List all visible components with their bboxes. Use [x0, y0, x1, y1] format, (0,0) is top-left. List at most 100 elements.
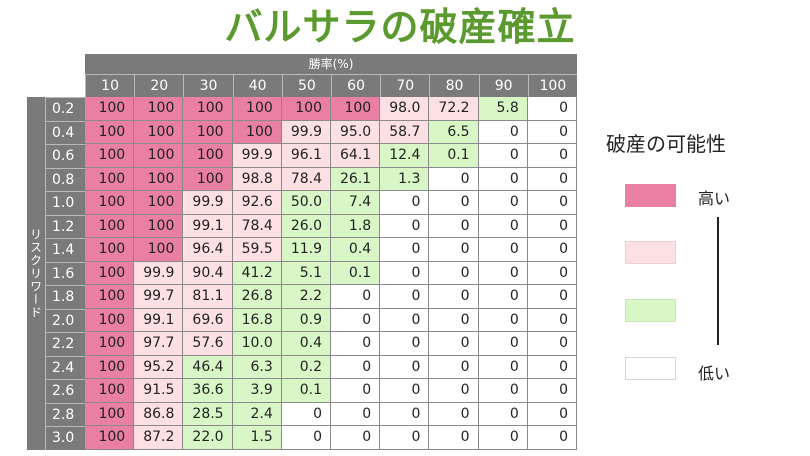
table-cell: 0 — [281, 402, 331, 426]
table-cell: 0.1 — [429, 144, 479, 168]
table-cell: 0 — [331, 285, 381, 309]
table-cell: 0 — [478, 261, 528, 285]
table-cell: 0 — [380, 379, 430, 403]
table-cell: 1.8 — [331, 214, 381, 238]
table-cell: 100 — [134, 120, 184, 144]
row-header: 0.2 — [45, 97, 85, 121]
table-cell: 2.4 — [232, 402, 282, 426]
table-cell: 100 — [232, 120, 282, 144]
table-cell: 0 — [478, 379, 528, 403]
row-header: 1.4 — [45, 238, 85, 262]
table-cell: 69.6 — [183, 308, 233, 332]
chart-title: バルサラの破産確立 — [224, 5, 576, 49]
table-cell: 0 — [527, 402, 577, 426]
row-header: 1.6 — [45, 261, 85, 285]
table-cell: 10.0 — [232, 332, 282, 356]
table-cell: 100 — [85, 332, 135, 356]
column-header: 50 — [281, 74, 331, 97]
row-header: 2.0 — [45, 308, 85, 332]
legend-label-low: 低い — [698, 364, 731, 383]
table-cell: 100 — [85, 167, 135, 191]
table-cell: 7.4 — [331, 191, 381, 215]
table-cell: 0 — [478, 355, 528, 379]
column-header: 100 — [527, 74, 577, 97]
table-cell: 100 — [134, 191, 184, 215]
table-cell: 0 — [527, 214, 577, 238]
table-cell: 0 — [380, 308, 430, 332]
table-cell: 0 — [331, 308, 381, 332]
table-cell: 100 — [85, 426, 135, 450]
table-cell: 0 — [478, 402, 528, 426]
table-cell: 0.4 — [281, 332, 331, 356]
table-cell: 81.1 — [183, 285, 233, 309]
table-cell: 100 — [85, 144, 135, 168]
table-cell: 5.8 — [478, 97, 528, 121]
table-cell: 0 — [380, 355, 430, 379]
table-cell: 26.1 — [331, 167, 381, 191]
table-cell: 100 — [85, 214, 135, 238]
table-cell: 58.7 — [380, 120, 430, 144]
table-cell: 100 — [331, 97, 381, 121]
table-cell: 0 — [478, 167, 528, 191]
table-cell: 0 — [527, 285, 577, 309]
table-cell: 92.6 — [232, 191, 282, 215]
table-cell: 100 — [85, 402, 135, 426]
table-cell: 0 — [281, 426, 331, 450]
column-header: 10 — [85, 74, 135, 97]
table-cell: 100 — [134, 238, 184, 262]
table-cell: 100 — [85, 379, 135, 403]
table-cell: 97.7 — [134, 332, 184, 356]
win-rate-header: 勝率(%) — [85, 54, 577, 74]
table-cell: 0 — [478, 332, 528, 356]
table-cell: 100 — [134, 167, 184, 191]
table-cell: 0 — [478, 120, 528, 144]
table-cell: 78.4 — [281, 167, 331, 191]
table-cell: 0 — [478, 214, 528, 238]
table-cell: 0 — [527, 144, 577, 168]
table-cell: 95.0 — [331, 120, 381, 144]
table-cell: 0.2 — [281, 355, 331, 379]
table-cell: 0 — [429, 308, 479, 332]
column-header: 90 — [478, 74, 528, 97]
table-cell: 0 — [527, 238, 577, 262]
table-cell: 57.6 — [183, 332, 233, 356]
table-cell: 0 — [331, 426, 381, 450]
row-header: 0.4 — [45, 120, 85, 144]
table-cell: 100 — [85, 285, 135, 309]
table-cell: 0 — [429, 285, 479, 309]
table-cell: 6.3 — [232, 355, 282, 379]
row-header: 3.0 — [45, 426, 85, 450]
table-cell: 0 — [429, 238, 479, 262]
row-header: 1.2 — [45, 214, 85, 238]
row-header: 2.8 — [45, 402, 85, 426]
table-cell: 41.2 — [232, 261, 282, 285]
legend-swatch-low — [625, 299, 676, 322]
table-cell: 0 — [331, 355, 381, 379]
table-cell: 0 — [478, 191, 528, 215]
table-cell: 5.1 — [281, 261, 331, 285]
row-header: 1.8 — [45, 285, 85, 309]
table-cell: 100 — [85, 261, 135, 285]
legend-scale-line — [717, 217, 719, 345]
table-cell: 36.6 — [183, 379, 233, 403]
table-cell: 100 — [232, 97, 282, 121]
table-cell: 0 — [380, 261, 430, 285]
table-cell: 0 — [380, 191, 430, 215]
table-cell: 100 — [85, 238, 135, 262]
row-header: 2.2 — [45, 332, 85, 356]
table-cell: 0 — [527, 97, 577, 121]
table-cell: 0 — [429, 214, 479, 238]
table-cell: 46.4 — [183, 355, 233, 379]
table-cell: 28.5 — [183, 402, 233, 426]
table-cell: 87.2 — [134, 426, 184, 450]
table-cell: 0 — [478, 426, 528, 450]
table-cell: 26.0 — [281, 214, 331, 238]
row-header: 1.0 — [45, 191, 85, 215]
table-cell: 99.9 — [134, 261, 184, 285]
table-cell: 11.9 — [281, 238, 331, 262]
table-cell: 0 — [380, 285, 430, 309]
table-cell: 0 — [527, 308, 577, 332]
legend-title: 破産の可能性 — [606, 132, 726, 156]
table-cell: 0 — [429, 426, 479, 450]
table-cell: 100 — [85, 120, 135, 144]
